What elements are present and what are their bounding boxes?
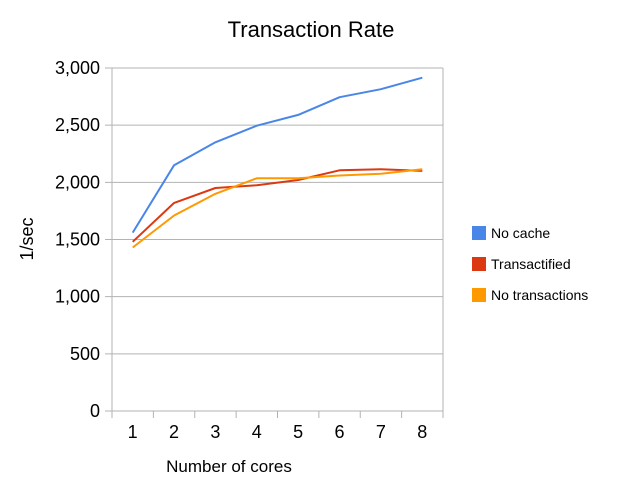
x-tick-labels: 1 2 3 4 5 6 7 8 bbox=[128, 422, 428, 442]
x-axis-label: Number of cores bbox=[166, 457, 292, 476]
legend-label: No transactions bbox=[491, 287, 588, 303]
x-tick-label: 8 bbox=[417, 422, 427, 442]
legend: No cache Transactified No transactions bbox=[472, 225, 588, 303]
series-lines bbox=[131, 76, 423, 249]
y-axis-label: 1/sec bbox=[17, 217, 37, 260]
series-line-2 bbox=[132, 168, 423, 243]
series-line-3 bbox=[132, 168, 423, 249]
axes bbox=[111, 68, 444, 418]
legend-swatch bbox=[472, 257, 486, 271]
x-tick-label: 5 bbox=[293, 422, 303, 442]
grid-lines bbox=[105, 67, 443, 412]
y-tick-label: 2,000 bbox=[55, 172, 100, 192]
x-tick-label: 1 bbox=[128, 422, 138, 442]
x-tick-label: 7 bbox=[376, 422, 386, 442]
legend-label: No cache bbox=[491, 225, 550, 241]
y-tick-label: 3,000 bbox=[55, 58, 100, 78]
legend-swatch bbox=[472, 288, 486, 302]
y-tick-label: 500 bbox=[70, 344, 100, 364]
y-tick-label: 0 bbox=[90, 401, 100, 421]
x-tick-label: 4 bbox=[252, 422, 262, 442]
y-tick-label: 1,500 bbox=[55, 230, 100, 250]
legend-swatch bbox=[472, 226, 486, 240]
legend-label: Transactified bbox=[491, 256, 571, 272]
chart-title: Transaction Rate bbox=[228, 17, 395, 42]
y-tick-label: 2,500 bbox=[55, 115, 100, 135]
series-line-1 bbox=[131, 76, 423, 234]
x-tick-label: 6 bbox=[335, 422, 345, 442]
y-tick-labels: 0 500 1,000 1,500 2,000 2,500 3,000 bbox=[55, 58, 100, 421]
x-tick-label: 3 bbox=[210, 422, 220, 442]
y-tick-label: 1,000 bbox=[55, 287, 100, 307]
x-tick-label: 2 bbox=[169, 422, 179, 442]
